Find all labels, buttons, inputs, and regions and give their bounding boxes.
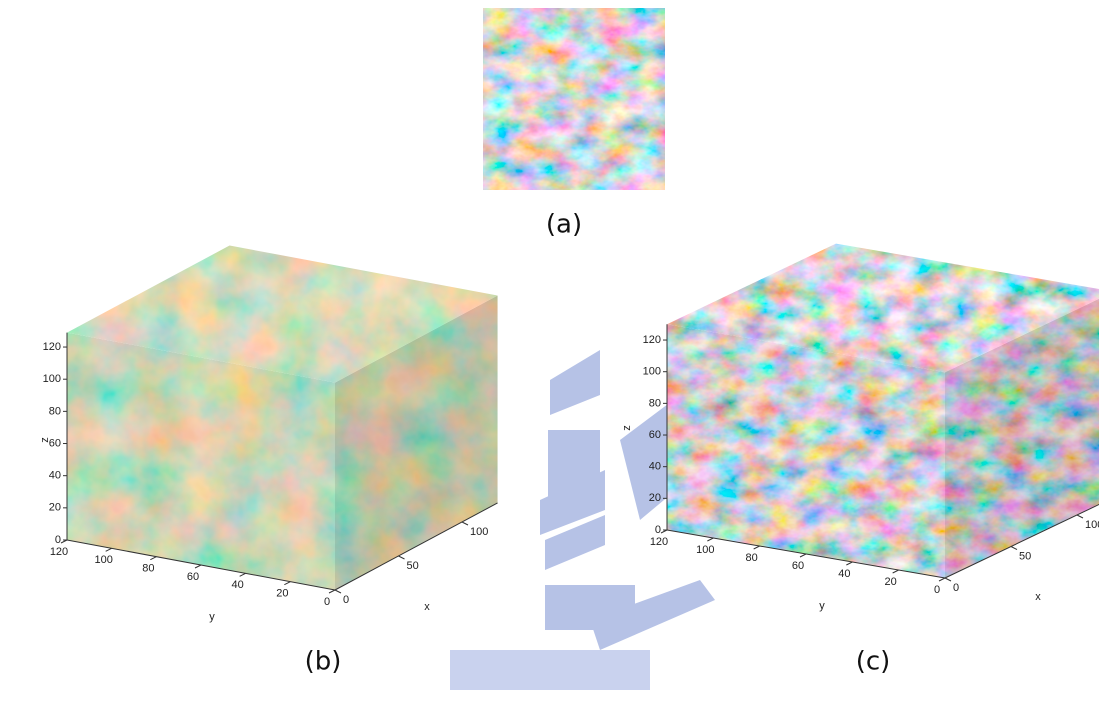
y-tick — [329, 590, 335, 593]
x-tick — [399, 556, 405, 559]
y-tick — [240, 573, 246, 576]
y-tick — [106, 548, 112, 551]
caption: (c) — [856, 647, 891, 677]
z-tick-label: 60 — [649, 429, 661, 441]
y-tick-label: 40 — [232, 579, 244, 591]
z-axis-label: z — [39, 437, 51, 443]
y-tick — [754, 546, 760, 549]
z-tick-label: 0 — [655, 524, 661, 536]
y-tick-label: 40 — [838, 568, 850, 580]
y-tick-label: 20 — [276, 588, 288, 600]
x-tick — [1077, 515, 1083, 518]
y-tick-label: 120 — [50, 546, 68, 558]
y-tick-label: 120 — [650, 536, 668, 548]
x-tick-label: 100 — [1085, 519, 1099, 531]
z-tick-label: 120 — [43, 341, 61, 353]
x-tick-label: 0 — [343, 594, 349, 606]
y-tick-label: 100 — [94, 554, 112, 566]
x-axis-label: x — [424, 601, 430, 613]
x-tick-label: 0 — [953, 582, 959, 594]
y-tick-label: 20 — [885, 576, 897, 588]
z-tick-label: 40 — [649, 461, 661, 473]
z-tick-label: 80 — [49, 405, 61, 417]
y-tick — [939, 578, 945, 581]
z-tick-label: 40 — [49, 470, 61, 482]
x-tick-label: 50 — [407, 560, 419, 572]
y-axis-label: y — [209, 611, 215, 623]
y-tick — [150, 557, 156, 560]
y-tick-label: 80 — [142, 563, 154, 575]
x-tick — [945, 578, 951, 581]
page: (a) (b) 0 20 40 60 80 100 120 120 100 80 60 40 20 0 0 50 1… — [0, 0, 1099, 724]
caption: (b) — [305, 647, 342, 677]
z-tick-label: 20 — [649, 492, 661, 504]
y-tick — [893, 570, 899, 573]
y-tick-label: 60 — [187, 571, 199, 583]
y-tick — [284, 582, 290, 585]
y-tick-label: 60 — [792, 560, 804, 572]
y-tick — [800, 554, 806, 557]
x-tick-label: 100 — [470, 526, 488, 538]
y-tick-label: 100 — [696, 544, 714, 556]
z-axis-label: z — [621, 425, 633, 431]
z-tick-label: 80 — [649, 397, 661, 409]
y-tick — [846, 562, 852, 565]
z-tick-label: 20 — [49, 502, 61, 514]
x-tick — [462, 522, 468, 525]
y-tick — [707, 538, 713, 541]
z-tick-label: 0 — [55, 534, 61, 546]
caption: (a) — [546, 210, 582, 240]
z-tick-label: 100 — [43, 373, 61, 385]
y-tick-label: 80 — [746, 552, 758, 564]
texture-sample — [483, 8, 665, 190]
y-tick-label: 0 — [934, 584, 940, 596]
x-axis-label: x — [1035, 591, 1041, 603]
x-tick — [1011, 547, 1017, 550]
y-axis-label: y — [819, 600, 825, 612]
y-tick — [195, 565, 201, 568]
x-tick-label: 50 — [1019, 550, 1031, 562]
z-tick-label: 120 — [643, 334, 661, 346]
y-tick-label: 0 — [324, 596, 330, 608]
figure: (a) (b) 0 20 40 60 80 100 120 120 100 80 60 40 20 0 0 50 1… — [0, 0, 1099, 724]
x-tick — [335, 590, 341, 593]
z-tick-label: 100 — [643, 366, 661, 378]
